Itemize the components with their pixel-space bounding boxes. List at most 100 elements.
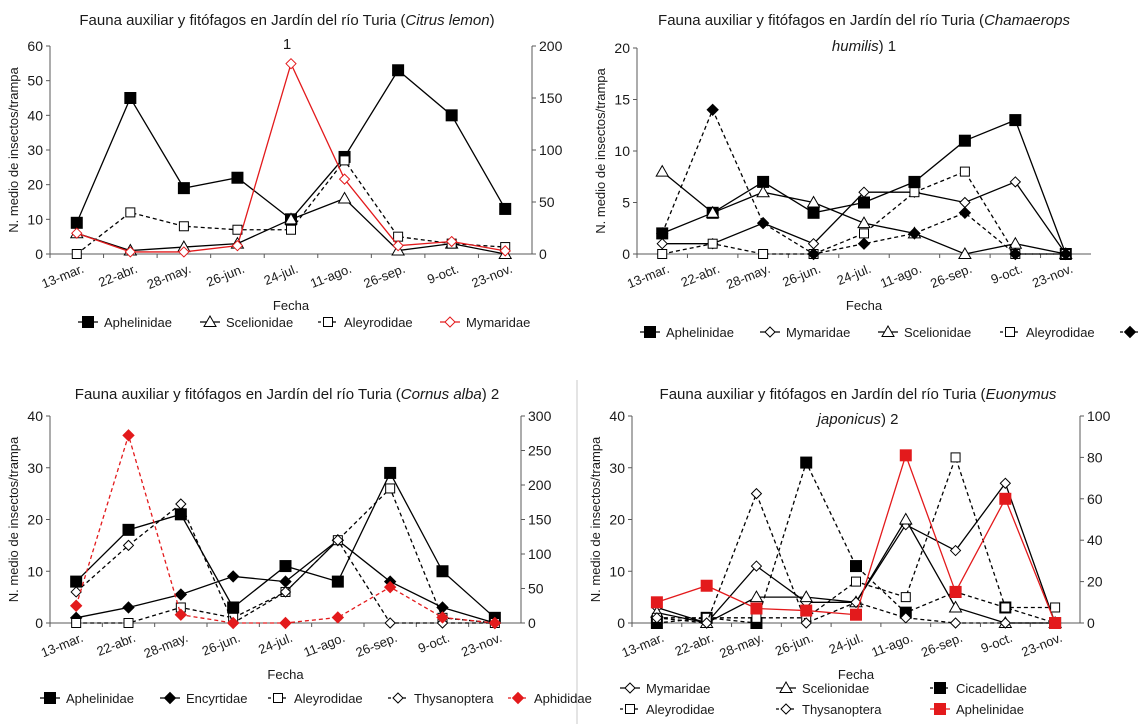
data-point-1-3-0 xyxy=(657,249,668,259)
data-point-1-0-5 xyxy=(908,175,921,188)
x-tick-label: 22-abr. xyxy=(94,630,137,659)
data-point-0-0-3 xyxy=(231,171,244,184)
legend-Aphelinidae-marker xyxy=(934,703,946,715)
legend-label: Scelionidae xyxy=(226,315,293,330)
series-Aleyrodidae xyxy=(71,155,511,259)
x-tick-label: 26-sep. xyxy=(361,261,407,291)
chart-title-part: 1 xyxy=(283,36,291,53)
y-tick-label: 40 xyxy=(609,408,625,424)
chart-title-part: humilis xyxy=(832,38,879,55)
data-point-2-1-2 xyxy=(174,588,188,601)
legend: Mymaridae Scelionidae Cicadellidae Aleyrodi… xyxy=(620,680,1027,717)
chart-title-part: ) 2 xyxy=(881,411,899,428)
chart-title-part: Chamaerops xyxy=(984,12,1070,29)
y2-tick-label: 50 xyxy=(528,581,544,597)
legend-Thysanoptera-marker xyxy=(780,703,792,715)
y2-tick-label: 0 xyxy=(528,615,536,631)
y-axis-title: N. medio de insectos/trampa xyxy=(6,436,21,602)
legend-Mymaridae-marker xyxy=(624,682,636,694)
data-point-3-3-2 xyxy=(751,612,762,623)
legend-item: Aleyrodidae xyxy=(318,315,413,330)
data-point-3-0-7 xyxy=(999,477,1012,489)
x-tick-label: 28-may. xyxy=(142,630,190,661)
legend-label: Mymaridae xyxy=(466,315,530,330)
x-tick-label: 11-ago. xyxy=(869,630,915,660)
data-point-1-0-3 xyxy=(807,206,820,219)
data-point-1-3-2 xyxy=(758,249,769,259)
data-point-1-2-6 xyxy=(958,246,972,259)
chart-title-part: ) xyxy=(490,12,495,29)
chart-title-line2: humilis) 1 xyxy=(832,38,896,55)
legend-item: Encyrtidae xyxy=(160,691,247,706)
legend-Aleyrodidae-marker xyxy=(323,317,333,327)
data-point-3-3-4 xyxy=(851,576,861,587)
legend-Encyrtidae-marker xyxy=(163,691,177,705)
data-point-1-3-4 xyxy=(859,228,869,239)
data-point-3-5-3 xyxy=(800,604,813,617)
y2-tick-label: 100 xyxy=(539,142,563,158)
chart-title: Fauna auxiliar y fitófagos en Jardín del… xyxy=(75,386,499,403)
data-point-2-0-5 xyxy=(331,575,344,588)
legend-label: Aleyrodidae xyxy=(1026,325,1095,340)
data-point-3-1-6 xyxy=(948,600,963,613)
legend-item: Aphelinidae xyxy=(640,325,734,340)
legend-label: Mymaridae xyxy=(786,325,850,340)
data-point-2-0-1 xyxy=(122,523,135,536)
x-tick-label: 22-abr. xyxy=(96,261,139,290)
legend-label: Scelionidae xyxy=(904,325,971,340)
y2-tick-label: 100 xyxy=(528,546,552,562)
legend-label: Aphelinidae xyxy=(104,315,172,330)
y-tick-label: 30 xyxy=(27,142,43,158)
data-point-1-4-3 xyxy=(807,247,820,261)
y2-tick-label: 0 xyxy=(539,246,547,262)
data-point-1-1-6 xyxy=(959,196,971,209)
data-point-1-1-7 xyxy=(1009,176,1022,188)
data-point-2-3-1 xyxy=(122,539,135,552)
data-point-2-4-1 xyxy=(122,429,135,442)
legend-Aphelinidae-marker xyxy=(44,692,56,704)
x-tick-label: 13-mar. xyxy=(39,630,85,660)
data-point-0-2-6 xyxy=(393,231,404,242)
y-tick-label: 10 xyxy=(614,143,630,159)
data-point-1-0-6 xyxy=(958,134,971,147)
legend-item: Aphelinidae xyxy=(40,691,134,706)
chart-title: Fauna auxiliar y fitófagos en Jardín del… xyxy=(660,386,1057,403)
data-point-2-4-7 xyxy=(436,611,449,624)
legend-label: Encyrtidae xyxy=(186,691,247,706)
x-tick-label: 11-ago. xyxy=(878,261,924,291)
data-point-3-0-6 xyxy=(949,544,962,557)
y-tick-label: 20 xyxy=(614,40,630,56)
legend-Aphididae-marker xyxy=(1123,325,1137,339)
data-point-2-2-6 xyxy=(385,483,396,494)
data-point-0-0-2 xyxy=(177,182,190,195)
x-tick-label: 22-abr. xyxy=(673,630,716,659)
y-tick-label: 10 xyxy=(27,563,43,579)
x-tick-label: 9-oct. xyxy=(979,630,1015,656)
data-point-2-1-1 xyxy=(122,601,135,614)
legend-item: Aphelinidae xyxy=(78,315,172,330)
series-line xyxy=(76,69,506,224)
x-tick-label: 9-oct. xyxy=(416,630,452,656)
data-point-3-3-6 xyxy=(950,452,961,463)
legend-Mymaridae-marker xyxy=(444,316,456,328)
data-point-0-3-6 xyxy=(392,239,404,252)
x-tick-label: 28-may. xyxy=(724,261,772,292)
y-tick-label: 20 xyxy=(27,512,43,528)
data-point-2-0-0 xyxy=(70,575,83,588)
data-point-3-5-0 xyxy=(650,596,663,609)
data-point-0-0-7 xyxy=(445,109,458,122)
data-point-1-2-4 xyxy=(857,216,871,229)
data-point-2-0-6 xyxy=(384,466,397,479)
y-tick-label: 15 xyxy=(614,92,630,108)
data-point-0-0-8 xyxy=(499,202,512,215)
y-tick-label: 20 xyxy=(609,512,625,528)
data-point-3-2-3 xyxy=(800,456,813,469)
data-point-0-2-4 xyxy=(286,224,296,235)
x-tick-label: 24-jul. xyxy=(256,630,294,657)
legend-label: Mymaridae xyxy=(646,681,710,696)
legend-Scelionidae-marker xyxy=(203,314,217,327)
y2-tick-label: 80 xyxy=(1087,449,1103,465)
legend-item: Aleyrodidae xyxy=(620,702,715,717)
data-point-1-4-6 xyxy=(958,206,972,220)
data-point-1-4-2 xyxy=(756,216,770,230)
